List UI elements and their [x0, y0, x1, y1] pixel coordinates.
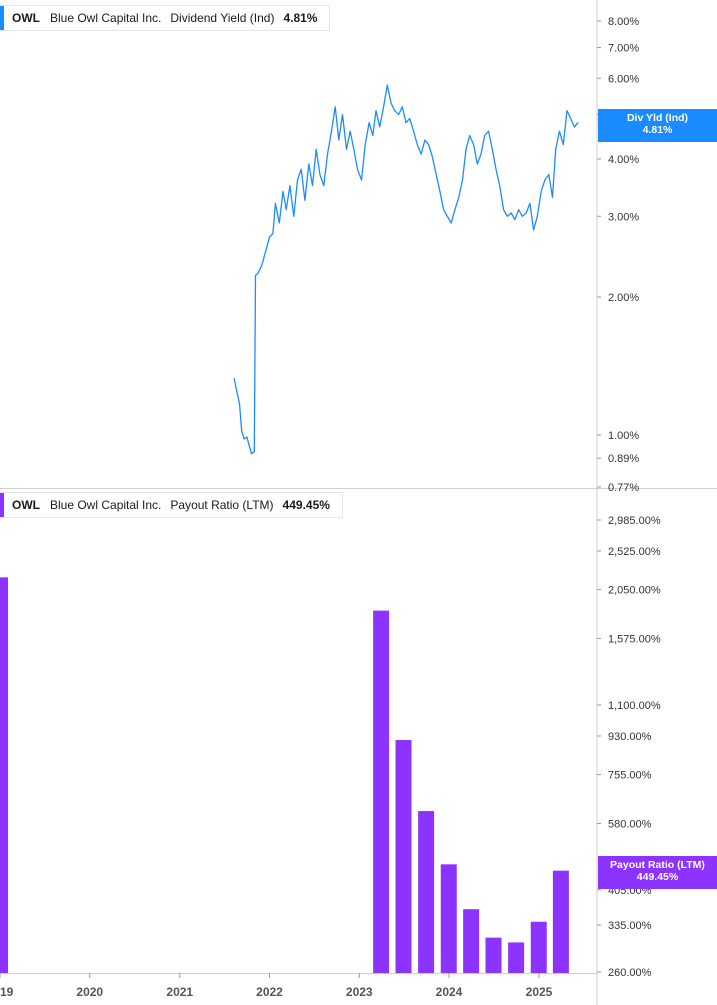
payout-ratio-bar	[418, 811, 435, 973]
payout-ratio-bar	[508, 942, 525, 973]
payout-ratio-bar	[395, 739, 412, 973]
tag-label: Div Yld (Ind)	[626, 112, 689, 124]
payout-ratio-bar	[530, 921, 547, 973]
payout-ratio-bar	[463, 909, 480, 973]
legend-company: Blue Owl Capital Inc.	[50, 498, 162, 512]
legend-ticker: OWL	[12, 11, 40, 25]
y-tick-label: 4.00%	[608, 154, 639, 166]
dividend-yield-legend[interactable]: OWL Blue Owl Capital Inc. Dividend Yield…	[0, 5, 331, 31]
y-tick-label: 7.00%	[608, 43, 639, 55]
tag-label: Payout Ratio (LTM)	[610, 859, 705, 871]
tag-value: 449.45%	[636, 871, 679, 883]
payout-ratio-bar	[485, 937, 502, 973]
payout-ratio-bar	[440, 864, 457, 973]
payout-ratio-legend-swatch	[0, 493, 4, 517]
y-tick-label: 580.00%	[608, 818, 652, 830]
x-tick-label: 19	[0, 985, 14, 999]
legend-value: 449.45%	[282, 498, 330, 512]
legend-metric: Payout Ratio (LTM)	[170, 498, 274, 512]
x-tick-label: 2025	[526, 985, 553, 999]
payout-ratio-bar	[0, 577, 8, 973]
y-tick-label: 1,575.00%	[608, 633, 661, 645]
x-tick-label: 2021	[166, 985, 193, 999]
y-tick-label: 6.00%	[608, 73, 639, 85]
y-tick-label: 3.00%	[608, 211, 639, 223]
y-tick-label: 755.00%	[608, 770, 652, 782]
y-tick-label: 0.77%	[608, 482, 639, 494]
y-tick-label: 260.00%	[608, 967, 652, 979]
x-tick-label: 2020	[76, 985, 103, 999]
y-tick-label: 930.00%	[608, 731, 652, 743]
x-tick-label: 2022	[256, 985, 283, 999]
legend-metric: Dividend Yield (Ind)	[170, 11, 275, 25]
x-tick-label: 2024	[436, 985, 463, 999]
y-tick-label: 335.00%	[608, 920, 652, 932]
x-tick-label: 2023	[346, 985, 373, 999]
dividend-yield-legend-swatch	[0, 6, 4, 30]
legend-ticker: OWL	[12, 498, 40, 512]
tag-value: 4.81%	[642, 124, 673, 136]
y-tick-label: 1,100.00%	[608, 700, 661, 712]
y-tick-label: 2,050.00%	[608, 585, 661, 597]
legend-value: 4.81%	[283, 11, 318, 25]
payout-ratio-bar	[552, 870, 569, 973]
legend-company: Blue Owl Capital Inc.	[50, 11, 162, 25]
y-tick-label: 2,525.00%	[608, 546, 661, 558]
payout-ratio-legend[interactable]: OWL Blue Owl Capital Inc. Payout Ratio (…	[0, 492, 343, 518]
y-tick-label: 2,985.00%	[608, 515, 661, 527]
payout-ratio-bar	[373, 610, 390, 973]
dividend-yield-price-tag: Div Yld (Ind) 4.81%	[598, 109, 717, 142]
y-tick-label: 0.89%	[608, 453, 639, 465]
y-tick-label: 1.00%	[608, 430, 639, 442]
y-tick-label: 2.00%	[608, 292, 639, 304]
dividend-yield-line	[233, 84, 579, 455]
y-tick-label: 8.00%	[608, 16, 639, 28]
payout-ratio-price-tag: Payout Ratio (LTM) 449.45%	[598, 856, 717, 889]
